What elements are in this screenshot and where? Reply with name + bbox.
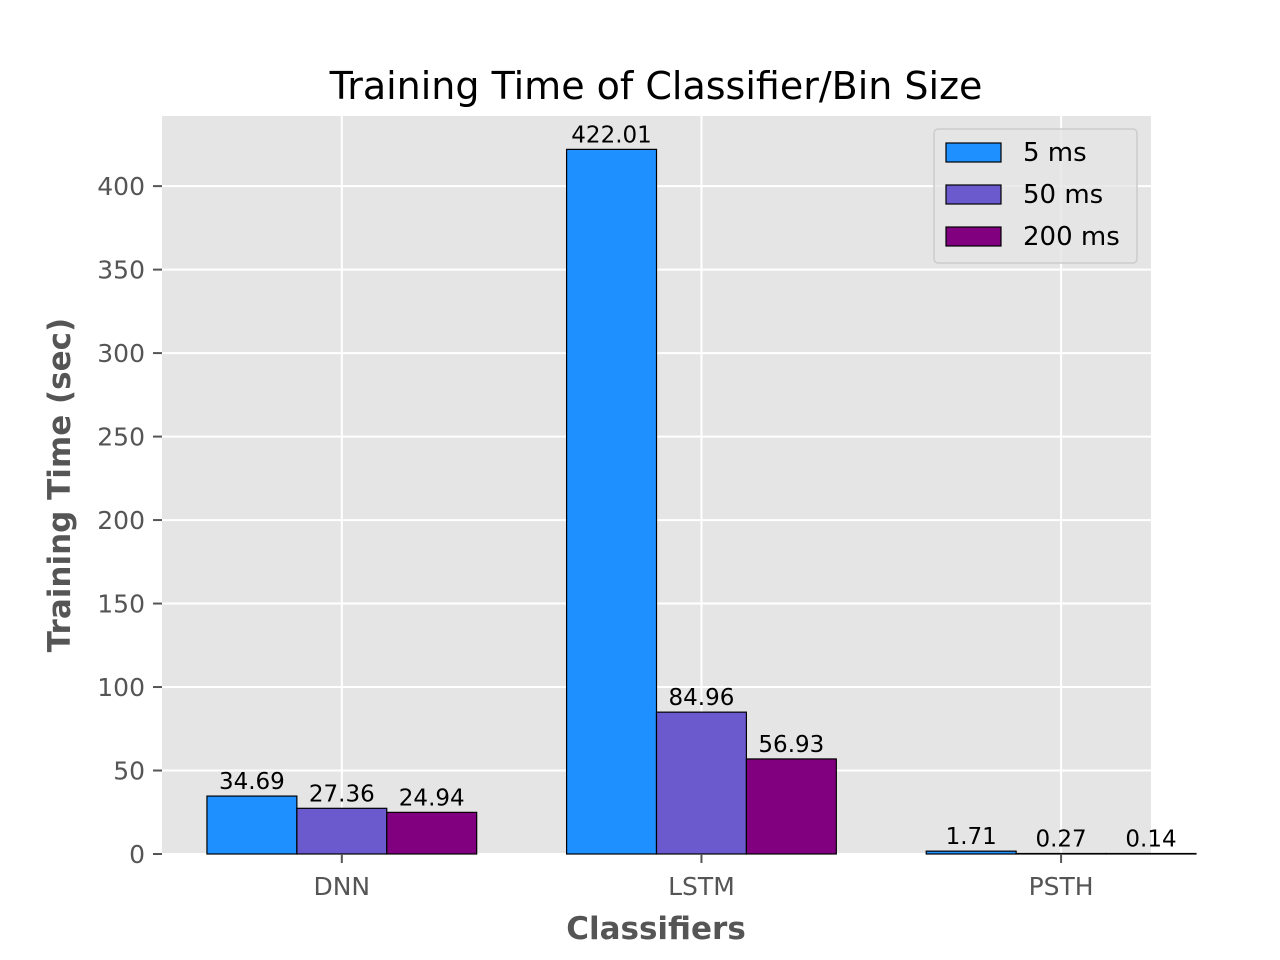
bar-dnn-200ms	[386, 811, 478, 855]
y-axis-label: Training Time (sec)	[42, 318, 78, 652]
y-tick-label: 300	[97, 339, 145, 368]
x-tick-label: LSTM	[668, 872, 735, 901]
legend-label: 50 ms	[1023, 180, 1103, 210]
data-label: 24.94	[399, 785, 465, 811]
bar-psth-50ms	[1015, 852, 1107, 855]
bar-psth-200ms	[1105, 852, 1197, 855]
data-label: 84.96	[669, 685, 735, 711]
bar-dnn-5ms	[206, 795, 298, 855]
bar-lstm-5ms	[565, 148, 658, 855]
bar-dnn-50ms	[296, 807, 388, 855]
chart-title: Training Time of Classifier/Bin Size	[329, 64, 983, 108]
bars	[206, 148, 1197, 855]
x-tick-label: PSTH	[1029, 872, 1094, 901]
legend: 5 ms 50 ms 200 ms	[933, 128, 1138, 264]
legend-label: 200 ms	[1023, 222, 1120, 252]
y-tick-label: 50	[113, 757, 145, 786]
data-label: 27.36	[309, 781, 375, 807]
bar-psth-5ms	[925, 850, 1017, 855]
y-axis: 0 50 100 150 200 250 300 350 400	[97, 172, 162, 869]
bar-lstm-200ms	[745, 758, 837, 855]
x-axis: DNN LSTM PSTH	[313, 854, 1094, 901]
x-axis-label: Classifiers	[566, 911, 746, 947]
data-label: 422.01	[571, 122, 651, 148]
data-label: 56.93	[758, 732, 824, 758]
y-tick-label: 350	[97, 256, 145, 285]
y-tick-label: 250	[97, 423, 145, 452]
legend-swatch	[945, 184, 1002, 205]
y-tick-label: 400	[97, 172, 145, 201]
y-tick-label: 0	[129, 840, 145, 869]
bar-lstm-50ms	[655, 711, 748, 855]
legend-swatch	[945, 226, 1002, 247]
legend-swatch	[945, 142, 1002, 163]
data-label: 0.27	[1035, 827, 1086, 853]
y-tick-label: 150	[97, 590, 145, 619]
y-tick-label: 200	[97, 506, 145, 535]
data-labels: 34.69 27.36 24.94 422.01 84.96 56.93 1.71 0.27 0…	[219, 122, 1177, 852]
legend-label: 5 ms	[1023, 138, 1087, 168]
data-label: 0.14	[1125, 827, 1176, 853]
data-label: 1.71	[946, 824, 997, 850]
y-tick-label: 100	[97, 673, 145, 702]
x-tick-label: DNN	[313, 872, 370, 901]
data-label: 34.69	[219, 769, 285, 795]
